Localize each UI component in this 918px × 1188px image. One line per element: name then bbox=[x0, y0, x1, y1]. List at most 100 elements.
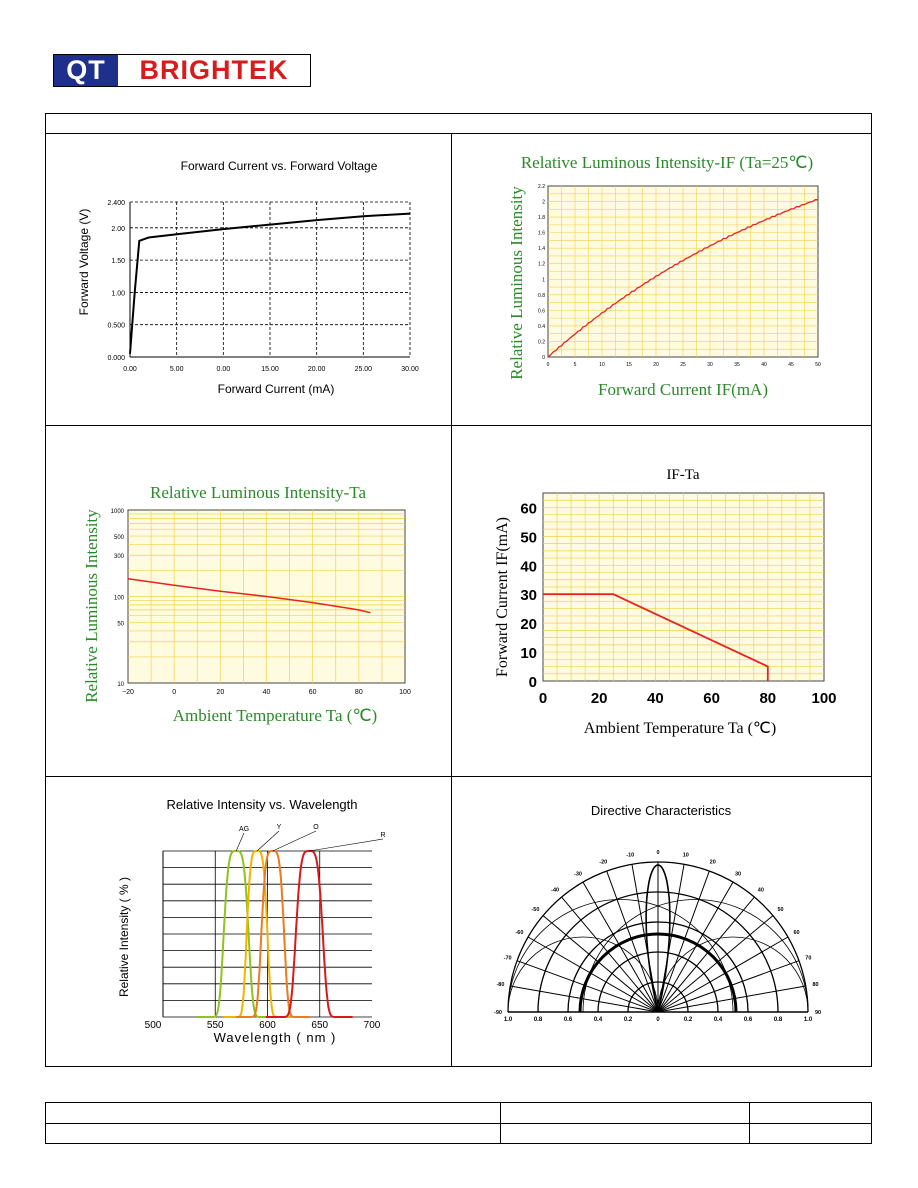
column-divider bbox=[451, 133, 452, 1067]
brand-logo: QT BRIGHTEK bbox=[53, 54, 311, 87]
dc-spoke bbox=[657, 915, 774, 1013]
dc-radius-label: 0.6 bbox=[744, 1017, 753, 1023]
dc-angle-label: -20 bbox=[599, 860, 607, 866]
li-xlabel: Forward Current IF(mA) bbox=[598, 380, 768, 399]
dc-narrow-lobe bbox=[645, 864, 671, 1013]
dc-angle-label: 90 bbox=[815, 1010, 821, 1016]
ift-xlabel: Ambient Temperature Ta (℃) bbox=[584, 720, 776, 737]
dc-angle-label: 80 bbox=[813, 982, 819, 988]
dc-angle-label: -10 bbox=[626, 852, 634, 858]
lt-ytick-label: 500 bbox=[114, 535, 125, 541]
logo-qt: QT bbox=[54, 55, 118, 86]
li-xtick-label: 45 bbox=[788, 362, 794, 368]
ift-series-line bbox=[543, 593, 769, 681]
footer-table bbox=[45, 1102, 872, 1144]
dc-angle-label: -50 bbox=[531, 907, 539, 913]
dc-spoke bbox=[561, 896, 659, 1013]
ift-ylabel: Forward Current IF(mA) bbox=[494, 517, 511, 677]
wl-title: Relative Intensity vs. Wavelength bbox=[167, 797, 358, 812]
wl-label-leader bbox=[272, 830, 317, 852]
wl-label-leader bbox=[309, 838, 384, 852]
logo-brightek: BRIGHTEK bbox=[139, 55, 289, 85]
ift-xtick-label: 40 bbox=[647, 690, 664, 707]
dc-angle-label: -40 bbox=[551, 887, 559, 893]
lt-xtick-label: 0 bbox=[172, 689, 176, 696]
ift-xtick-label: 80 bbox=[759, 690, 776, 707]
dc-radius-label: 0.2 bbox=[684, 1017, 693, 1023]
lt-ytick-label: 300 bbox=[114, 554, 125, 560]
dc-spoke bbox=[542, 915, 659, 1013]
li-ytick-label: 1.8 bbox=[538, 215, 545, 221]
frame-header-divider bbox=[45, 133, 872, 134]
li-ylabel: Relative Luminous Intensity bbox=[507, 186, 526, 380]
dc-radius-label: 0.2 bbox=[624, 1017, 633, 1023]
fv-ytick-label: 2.400 bbox=[107, 200, 125, 207]
wl-series-label: O bbox=[313, 824, 319, 831]
fv-series-line bbox=[129, 212, 411, 354]
dc-angle-label: -70 bbox=[504, 955, 512, 961]
li-ytick-label: 0 bbox=[542, 355, 545, 361]
li-ytick-label: 1 bbox=[542, 277, 545, 283]
li-ytick-label: 0.8 bbox=[538, 293, 545, 299]
wl-curve-r bbox=[265, 850, 353, 1018]
fv-xtick-label: 30.00 bbox=[401, 366, 419, 373]
row-divider-2 bbox=[45, 776, 872, 777]
fv-ytick-label: 1.50 bbox=[111, 258, 125, 265]
ift-title: IF-Ta bbox=[666, 467, 699, 483]
wl-ylabel: Relative Intensity ( % ) bbox=[117, 877, 131, 997]
row-divider-1 bbox=[45, 425, 872, 426]
dc-spoke bbox=[657, 896, 755, 1013]
li-series-line bbox=[547, 199, 819, 358]
lt-xlabel: Ambient Temperature Ta (℃) bbox=[173, 706, 377, 725]
dc-offset-arc bbox=[507, 899, 734, 1013]
dc-spoke bbox=[527, 936, 659, 1013]
charts-frame bbox=[45, 113, 872, 1067]
li-title: Relative Luminous Intensity-IF (Ta=25℃) bbox=[521, 153, 813, 172]
li-xtick-label: 10 bbox=[599, 362, 605, 368]
fv-xtick-label: 0.00 bbox=[217, 366, 231, 373]
fv-ytick-label: 1.00 bbox=[111, 290, 125, 297]
fv-xtick-label: 15.00 bbox=[261, 366, 279, 373]
ift-ytick-label: 20 bbox=[520, 616, 537, 633]
li-xtick-label: 15 bbox=[626, 362, 632, 368]
ift-xtick-label: 20 bbox=[591, 690, 608, 707]
fv-ytick-label: 0.500 bbox=[107, 323, 125, 330]
fv-xtick-label: 5.00 bbox=[170, 366, 184, 373]
fv-ytick-label: 2.00 bbox=[111, 226, 125, 233]
dc-angle-label: 20 bbox=[710, 860, 716, 866]
dc-radius-label: 1.0 bbox=[504, 1017, 513, 1023]
li-xtick-label: 20 bbox=[653, 362, 659, 368]
wl-label-leader bbox=[256, 830, 280, 852]
wl-series-label: AG bbox=[239, 826, 249, 833]
dc-angle-label: 0 bbox=[656, 850, 659, 856]
lt-ylabel: Relative Luminous Intensity bbox=[82, 509, 101, 703]
li-ytick-label: 1.4 bbox=[538, 246, 545, 252]
lt-ytick-label: 10 bbox=[117, 682, 124, 688]
dc-offset-arc bbox=[657, 936, 809, 1013]
wl-xtick-label: 700 bbox=[364, 1020, 381, 1031]
fv-ylabel: Forward Voltage (V) bbox=[77, 209, 91, 316]
dc-angle-label: 70 bbox=[805, 955, 811, 961]
li-xtick-label: 25 bbox=[680, 362, 686, 368]
dc-radius-label: 0.8 bbox=[774, 1017, 783, 1023]
wl-xtick-label: 550 bbox=[207, 1020, 224, 1031]
dc-angle-label: 40 bbox=[758, 887, 764, 893]
dc-spoke bbox=[606, 870, 659, 1013]
dc-title: Directive Characteristics bbox=[591, 803, 732, 818]
dc-spoke bbox=[657, 936, 789, 1013]
dc-spoke bbox=[516, 960, 659, 1013]
lt-ytick-label: 1000 bbox=[111, 509, 125, 515]
lt-xtick-label: 60 bbox=[309, 689, 317, 696]
dc-spoke bbox=[657, 870, 710, 1013]
lt-xtick-label: 40 bbox=[263, 689, 271, 696]
dc-spoke bbox=[657, 960, 800, 1013]
fv-title: Forward Current vs. Forward Voltage bbox=[181, 159, 378, 173]
dc-radius-label: 0.4 bbox=[594, 1017, 603, 1023]
ift-ytick-label: 50 bbox=[520, 529, 537, 546]
lt-ytick-label: 100 bbox=[114, 596, 125, 602]
fv-xtick-label: 25.00 bbox=[355, 366, 373, 373]
li-ytick-label: 0.4 bbox=[538, 324, 545, 330]
fv-xtick-label: 0.00 bbox=[123, 366, 137, 373]
